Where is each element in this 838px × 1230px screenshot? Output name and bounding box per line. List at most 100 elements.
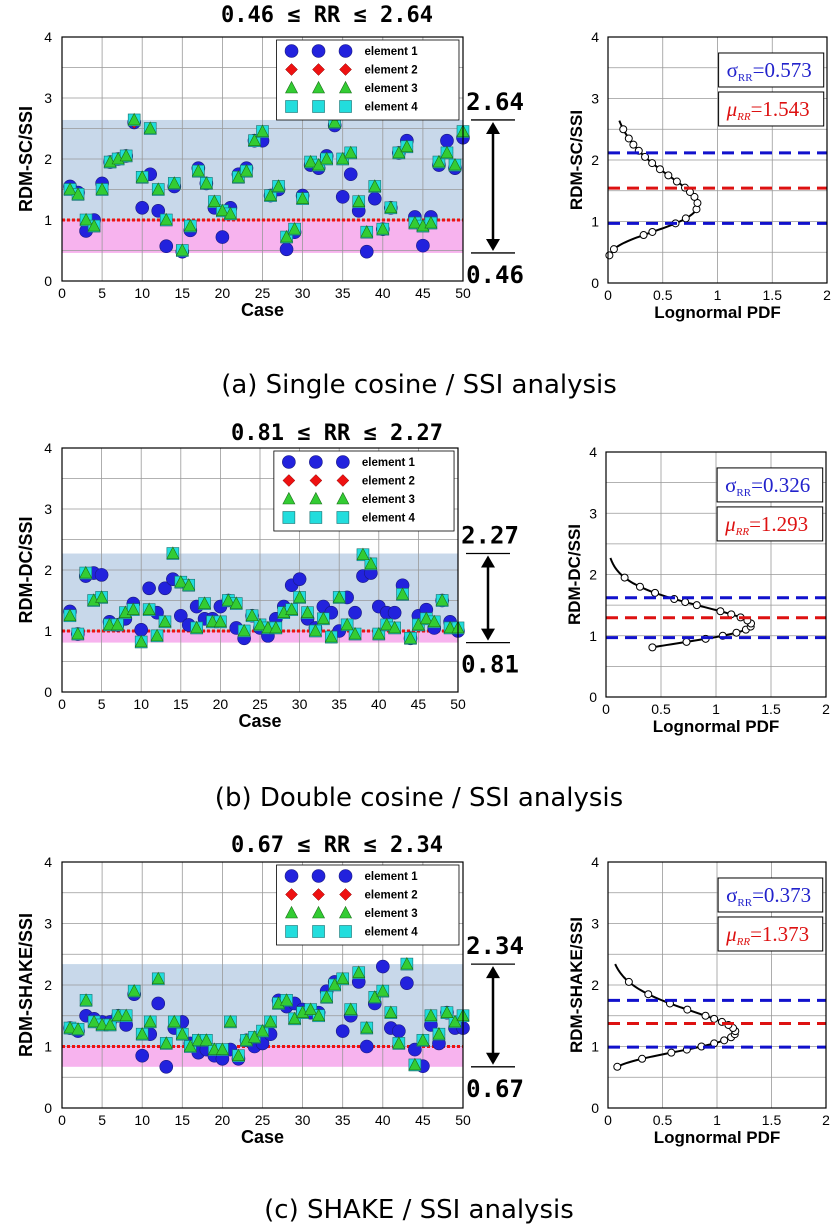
point-c-e3 — [223, 1014, 237, 1028]
pdf-y-axis-label-b: RDM-DC/SSI — [565, 524, 584, 625]
point-c-e3 — [344, 1002, 358, 1015]
point-c-e3 — [215, 1042, 229, 1055]
point-a-e3 — [272, 179, 286, 192]
range-arrow-down-head-b — [481, 628, 495, 641]
legend-label-a: element 4 — [365, 102, 419, 114]
x-tick-label-c: 20 — [215, 1112, 231, 1128]
pdf-circle-a — [648, 159, 657, 168]
point-a-e1 — [343, 167, 358, 182]
x-tick-label-a: 5 — [98, 285, 106, 301]
pdf-circle-b — [651, 588, 660, 597]
point-a-e3 — [400, 139, 414, 153]
plot-frame-c — [61, 861, 464, 1109]
point-a-e3 — [79, 212, 93, 226]
point-b-e3 — [213, 614, 227, 628]
legend-marker-a — [285, 100, 298, 113]
range-arrow-down-head-a — [486, 238, 500, 251]
pdf-circle-a — [639, 231, 648, 240]
pdf-x-tick-label-a: 2 — [823, 287, 831, 303]
legend-box-c — [276, 864, 460, 946]
y-tick-label-a: 3 — [44, 90, 52, 106]
point-a-e3 — [336, 151, 350, 165]
legend-marker-c — [311, 869, 326, 883]
point-b-e3 — [229, 596, 243, 609]
point-a-e3 — [231, 170, 245, 183]
point-c-e3 — [320, 990, 334, 1003]
point-b-e1 — [142, 581, 156, 596]
pdf-y-tick-label-c: 1 — [591, 1039, 599, 1055]
x-tick-label-c: 15 — [175, 1112, 191, 1128]
pdf-y-tick-label-a: 3 — [591, 91, 599, 107]
point-b-e3 — [253, 617, 267, 631]
sigma-label-a: σRR=0.573 — [727, 58, 812, 84]
pdf-circle-c — [710, 1014, 719, 1023]
x-tick-label-b: 25 — [252, 696, 268, 712]
point-b-e3 — [443, 620, 457, 634]
y-axis-label-a: RDM-SC/SSI — [16, 106, 36, 212]
point-a-e3 — [223, 206, 237, 220]
pdf-circle-b — [716, 607, 725, 616]
range-title-a: 0.46 ≤ RR ≤ 2.64 — [221, 3, 433, 28]
pdf-y-tick-label-c: 0 — [591, 1100, 599, 1116]
y-axis-label-b: RDM-DC/SSI — [16, 517, 36, 624]
legend-marker-c — [339, 888, 352, 901]
y-tick-label-c: 2 — [44, 977, 52, 993]
point-a-e3 — [256, 124, 269, 137]
legend-marker-b — [282, 491, 296, 505]
point-c-e3 — [360, 1020, 374, 1034]
point-c-e3 — [95, 1017, 109, 1031]
point-a-e3 — [312, 157, 326, 171]
pdf-circle-b — [635, 582, 644, 591]
pdf-x-tick-label-b: 1.5 — [761, 701, 781, 717]
y-axis-label-c: RDM-SHAKE/SSI — [16, 913, 36, 1057]
point-b-e1 — [174, 608, 188, 623]
point-c-e3 — [191, 1033, 205, 1046]
point-b-e3 — [316, 611, 330, 625]
pdf-x-tick-label-c: 0.5 — [653, 1112, 673, 1128]
point-c-e3 — [328, 977, 342, 991]
panel-c: 0.67 ≤ RR ≤ 2.34 0 5 10 15 20 25 30 35 40 45 50012… — [16, 833, 830, 1225]
point-c-e3 — [304, 1002, 318, 1015]
pdf-y-tick-label-b: 4 — [589, 444, 597, 460]
legend-marker-b — [309, 474, 323, 487]
legend-marker-a — [312, 63, 325, 76]
legend-label-b: element 1 — [362, 457, 416, 469]
x-axis-label-c: Case — [241, 1127, 284, 1147]
y-tick-label-b: 0 — [44, 684, 52, 700]
point-c-e1 — [151, 996, 166, 1011]
pdf-circle-a — [605, 251, 614, 260]
pdf-x-tick-label-c: 2 — [822, 1112, 830, 1128]
x-tick-label-a: 30 — [295, 285, 311, 301]
legend-label-a: element 3 — [365, 83, 418, 95]
legend-marker-a — [339, 80, 353, 94]
point-a-e3 — [392, 145, 406, 159]
x-tick-label-c: 50 — [455, 1112, 471, 1128]
point-b-e3 — [134, 634, 148, 648]
point-a-e3 — [264, 188, 278, 201]
x-tick-label-a: 10 — [134, 285, 150, 301]
point-c-e3 — [167, 1014, 181, 1028]
point-c-e1 — [400, 976, 414, 990]
pdf-chart-c: 0 0.5 1 1.5 2 0 1 2 3 4 Lognormal PDF RDM-SHAKE/SSI… — [567, 854, 830, 1147]
legend-marker-a — [285, 80, 299, 94]
point-a-e3 — [280, 229, 294, 243]
x-tick-label-c: 10 — [134, 1112, 150, 1128]
pdf-y-tick-label-a: 1 — [591, 214, 599, 230]
point-b-e3 — [166, 546, 180, 559]
point-b-e3 — [261, 620, 275, 634]
sigma-box-b — [716, 467, 824, 503]
point-b-e3 — [269, 620, 283, 634]
point-c-e3 — [336, 971, 350, 985]
y-tick-label-b: 4 — [44, 440, 52, 456]
point-c-e3 — [416, 1033, 430, 1046]
mu-box-b — [716, 506, 824, 542]
point-b-e3 — [301, 605, 315, 618]
legend-label-a: element 1 — [365, 46, 419, 58]
pdf-circle-c — [701, 1011, 710, 1020]
legend-marker-c — [312, 925, 325, 938]
point-b-e3 — [419, 611, 433, 625]
legend-marker-a — [312, 80, 326, 94]
point-b-e3 — [245, 608, 259, 622]
point-b-e1 — [158, 581, 172, 596]
point-c-e3 — [199, 1033, 213, 1046]
